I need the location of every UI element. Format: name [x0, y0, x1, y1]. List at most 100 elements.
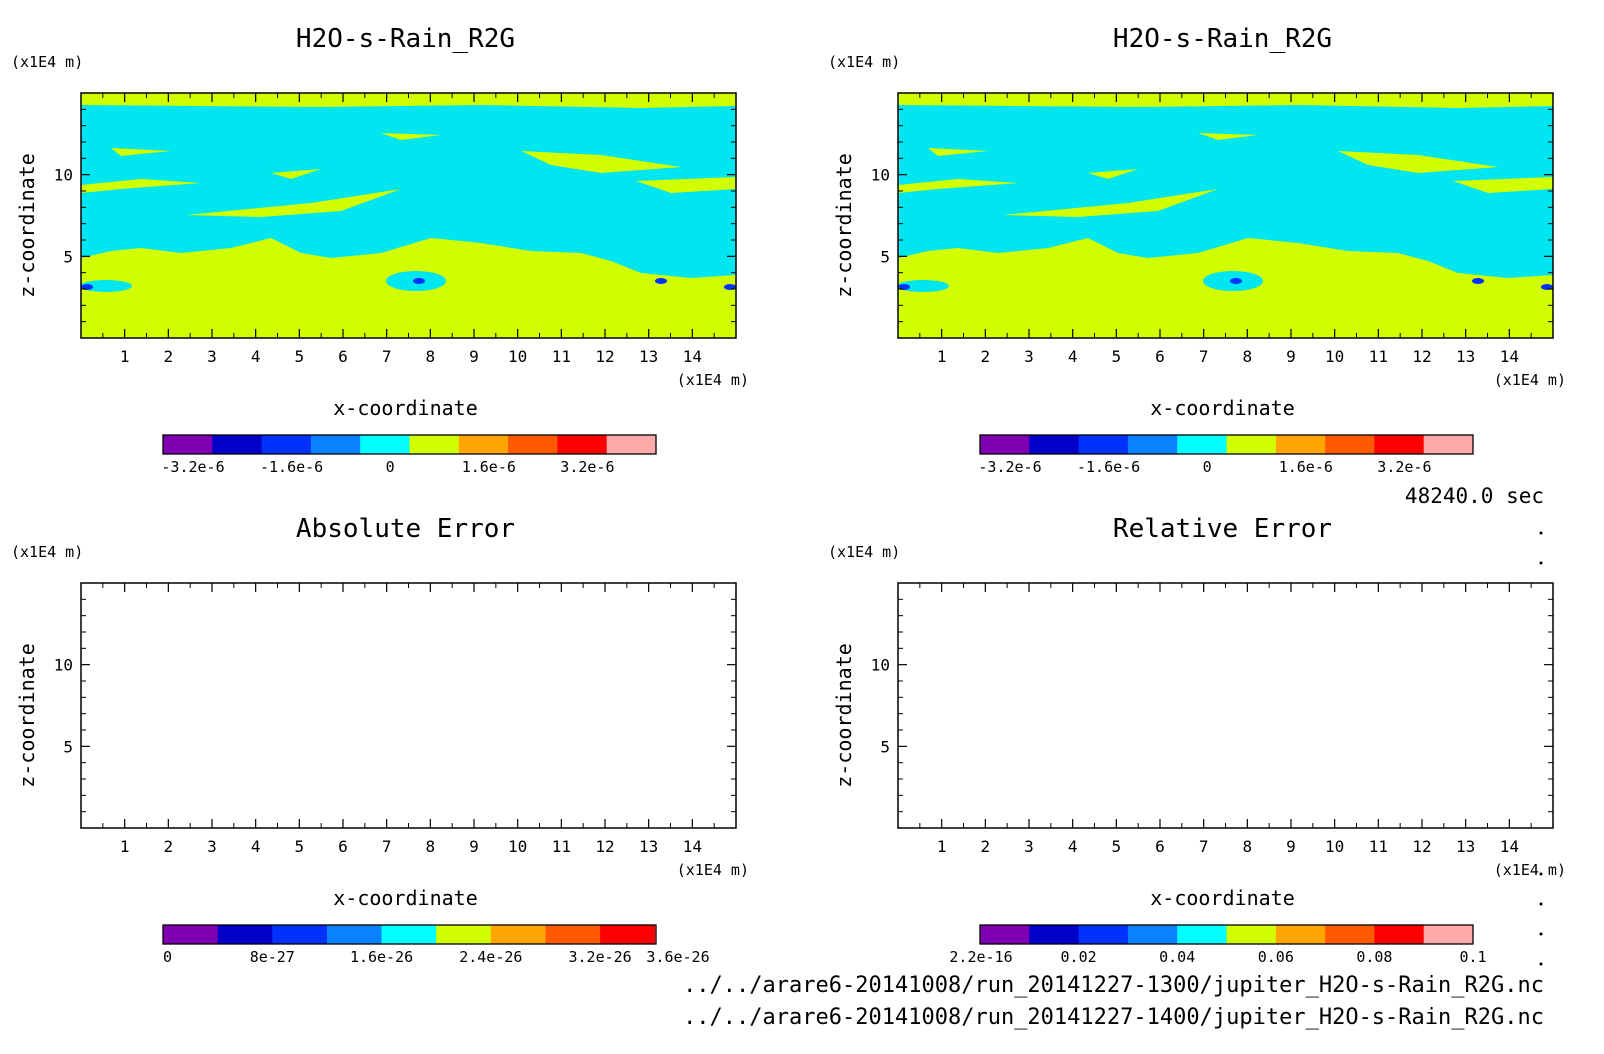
colorbar-segment	[217, 925, 273, 944]
colorbar-segment	[1325, 435, 1375, 454]
cyan-patch	[897, 280, 949, 292]
colorbar-segment	[1177, 435, 1227, 454]
x-tick-label: 4	[251, 837, 261, 856]
x-tick-label: 5	[295, 837, 305, 856]
x-tick-label: 7	[382, 837, 392, 856]
y-axis-label: z-coordinate	[832, 153, 856, 298]
colorbar-segment	[1078, 435, 1129, 454]
x-tick-label: 11	[552, 347, 571, 366]
colorbar-segment	[1226, 435, 1277, 454]
colorbar-label: -3.2e-6	[978, 458, 1041, 476]
x-tick-label: 4	[251, 347, 261, 366]
colorbar-segment	[980, 435, 1030, 454]
x-tick-label: 8	[1243, 837, 1253, 856]
x-tick-label: 13	[1456, 347, 1475, 366]
colorbar-segment	[1029, 925, 1080, 944]
x-tick-label: 14	[1500, 837, 1519, 856]
x-tick-label: 14	[683, 347, 702, 366]
yellow-patch	[636, 177, 736, 193]
x-unit-label: (x1E4 m)	[1494, 371, 1566, 389]
colorbar-segment	[1029, 435, 1080, 454]
colorbar-label: 0.06	[1258, 948, 1294, 966]
x-tick-label: 2	[164, 347, 174, 366]
colorbar-segment	[360, 435, 410, 454]
x-tick-label: 5	[295, 347, 305, 366]
yellow-patch	[81, 179, 201, 193]
colorbar-label: 8e-27	[250, 948, 295, 966]
colorbar-frame	[162, 924, 657, 945]
yellow-patch	[186, 189, 401, 217]
y-tick-label: 5	[63, 247, 73, 266]
colorbar-segment	[381, 925, 437, 944]
x-tick-label: 9	[469, 837, 479, 856]
stray-dots	[1539, 531, 1543, 966]
colorbar-segment	[557, 435, 608, 454]
panel-4: Relative Error(x1E4 m)1 2 3 4 5 6 7 8 9 10 11 12 13 1…	[828, 514, 1566, 966]
y-tick-label: 10	[871, 166, 890, 185]
yellow-patch	[381, 133, 441, 140]
upper-layer-band	[898, 93, 1553, 108]
x-tick-label: 12	[1412, 347, 1431, 366]
x-tick-label: 14	[1500, 347, 1519, 366]
y-tick-label: 10	[871, 656, 890, 675]
x-tick-label: 10	[508, 837, 527, 856]
x-tick-label: 3	[1024, 347, 1034, 366]
contour-field	[897, 93, 1553, 338]
x-tick-label: 6	[338, 837, 348, 856]
y-tick-label: 5	[880, 247, 890, 266]
colorbar-label: 0.1	[1459, 948, 1486, 966]
y-unit-label: (x1E4 m)	[828, 53, 900, 71]
x-tick-label: 11	[552, 837, 571, 856]
colorbar-segment	[409, 435, 460, 454]
blue-spot	[1230, 278, 1242, 284]
x-tick-label: 6	[1155, 347, 1165, 366]
x-tick-label: 1	[937, 347, 947, 366]
y-axis-label: z-coordinate	[15, 643, 39, 788]
x-tick-label: 1	[120, 347, 130, 366]
x-axis-label: x-coordinate	[1150, 396, 1295, 420]
colorbar-label: -3.2e-6	[161, 458, 224, 476]
x-unit-label: (x1E4 m)	[1494, 861, 1566, 879]
blue-spot	[413, 278, 425, 284]
x-tick-label: 2	[981, 347, 991, 366]
colorbar-label: 1.6e-6	[462, 458, 516, 476]
y-axis-label: z-coordinate	[15, 153, 39, 298]
colorbar-frame	[979, 924, 1474, 945]
time-label: 48240.0 sec	[1405, 484, 1544, 508]
panel-2: H2O-s-Rain_R2G(x1E4 m)1 2 3 4 5 6 7 8 9 10 11 12 13 1…	[828, 24, 1566, 476]
colorbar-label: 0.02	[1061, 948, 1097, 966]
x-tick-label: 7	[1199, 347, 1209, 366]
colorbar-label: 3.2e-26	[568, 948, 631, 966]
colorbar-segment	[1275, 435, 1326, 454]
x-tick-label: 8	[426, 837, 436, 856]
x-tick-label: 11	[1369, 837, 1388, 856]
colorbar-label: 0.08	[1356, 948, 1392, 966]
x-tick-label: 2	[164, 837, 174, 856]
panel-title: Absolute Error	[296, 514, 515, 544]
x-tick-label: 1	[120, 837, 130, 856]
y-unit-label: (x1E4 m)	[828, 543, 900, 561]
blue-spot	[655, 278, 667, 284]
colorbar-label: 3.2e-6	[560, 458, 614, 476]
colorbar-segment	[1423, 925, 1474, 944]
colorbar-segment	[163, 925, 219, 944]
y-tick-label: 10	[54, 656, 73, 675]
yellow-patch	[1003, 189, 1218, 217]
colorbar-segment	[436, 925, 492, 944]
x-tick-label: 4	[1068, 837, 1078, 856]
colorbar-label: 1.6e-26	[350, 948, 413, 966]
colorbar-segment	[212, 435, 263, 454]
file-path-1: ../../arare6-20141008/run_20141227-1300/…	[683, 973, 1544, 998]
yellow-patch	[1198, 133, 1258, 140]
colorbar-label: -1.6e-6	[1077, 458, 1140, 476]
yellow-patch	[1088, 169, 1138, 179]
x-tick-label: 8	[1243, 347, 1253, 366]
yellow-patch	[928, 148, 988, 156]
colorbar-label: 0.04	[1159, 948, 1195, 966]
colorbar-label: -1.6e-6	[260, 458, 323, 476]
x-axis-label: x-coordinate	[333, 886, 478, 910]
y-unit-label: (x1E4 m)	[11, 53, 83, 71]
colorbar-segment	[1078, 925, 1129, 944]
colorbar-segment	[458, 435, 509, 454]
